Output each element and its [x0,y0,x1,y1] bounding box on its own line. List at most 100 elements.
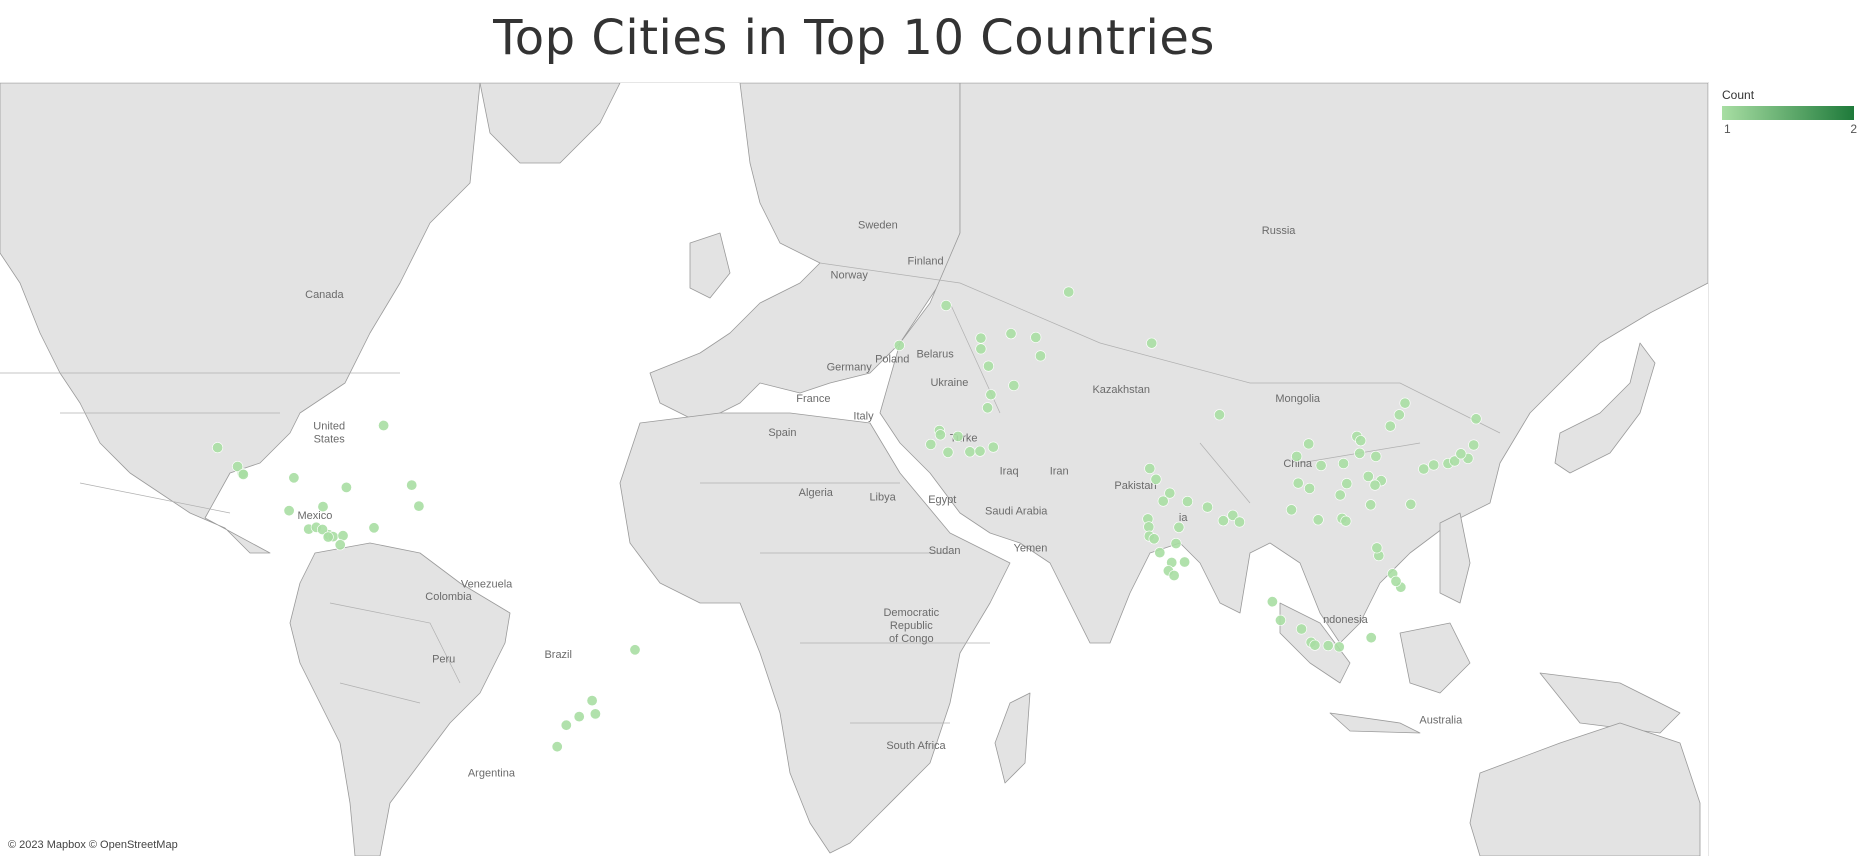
city-point[interactable] [1214,409,1226,421]
city-point[interactable] [1365,632,1377,644]
city-point[interactable] [1143,521,1155,533]
city-point[interactable] [629,644,641,656]
city-point[interactable] [322,531,334,543]
city-point[interactable] [1354,447,1366,459]
city-point[interactable] [1008,379,1020,391]
city-point[interactable] [1234,516,1246,528]
city-point[interactable] [1405,498,1417,510]
city-point[interactable] [1157,495,1169,507]
city-point[interactable] [317,501,329,513]
city-point[interactable] [1468,439,1480,451]
city-point[interactable] [1030,331,1042,343]
city-point[interactable] [1202,501,1214,513]
city-point[interactable] [1173,521,1185,533]
city-point[interactable] [1286,504,1298,516]
city-point[interactable] [368,522,380,534]
city-point[interactable] [1370,450,1382,462]
city-point[interactable] [1266,596,1278,608]
city-point[interactable] [940,300,952,312]
map-label-spain: Spain [768,427,796,439]
city-point[interactable] [288,472,300,484]
city-point[interactable] [1164,487,1176,499]
map-label-italy: Italy [853,410,874,422]
city-point[interactable] [1369,479,1381,491]
city-point[interactable] [340,481,352,493]
city-point[interactable] [1150,473,1162,485]
city-point[interactable] [1315,459,1327,471]
map-attribution[interactable]: © 2023 Mapbox © OpenStreetMap [8,839,178,851]
city-point[interactable] [1384,420,1396,432]
city-point[interactable] [1217,515,1229,527]
city-point[interactable] [985,389,997,401]
city-point[interactable] [1333,641,1345,653]
city-point[interactable] [1393,409,1405,421]
city-point[interactable] [1428,459,1440,471]
city-point[interactable] [1170,537,1182,549]
city-point[interactable] [987,441,999,453]
city-point[interactable] [1355,435,1367,447]
city-point[interactable] [1365,499,1377,511]
city-point[interactable] [1449,455,1461,467]
city-point[interactable] [586,695,598,707]
city-point[interactable] [982,402,994,414]
city-point[interactable] [925,438,937,450]
city-point[interactable] [1296,623,1308,635]
city-point[interactable] [1148,533,1160,545]
city-point[interactable] [551,741,563,753]
city-point[interactable] [1275,614,1287,626]
world-map[interactable]: Sweden Finland Norway Russia Canada Poland Bel… [0,83,1708,856]
city-point[interactable] [952,430,964,442]
city-point[interactable] [942,446,954,458]
city-point[interactable] [974,445,986,457]
city-point[interactable] [1371,542,1383,554]
city-point[interactable] [337,530,349,542]
city-point[interactable] [1312,514,1324,526]
city-point[interactable] [1154,547,1166,559]
city-point[interactable] [573,711,585,723]
city-point[interactable] [1470,413,1482,425]
city-point[interactable] [212,442,224,454]
city-point[interactable] [316,523,328,535]
city-point[interactable] [1334,489,1346,501]
city-point[interactable] [1455,448,1467,460]
city-point[interactable] [934,429,946,441]
city-point[interactable] [378,419,390,431]
city-point[interactable] [1144,462,1156,474]
city-point[interactable] [893,339,905,351]
city-point[interactable] [1418,463,1430,475]
city-point[interactable] [560,719,572,731]
city-point[interactable] [975,332,987,344]
city-point[interactable] [589,708,601,720]
city-point[interactable] [237,468,249,480]
city-point[interactable] [1399,397,1411,409]
city-point[interactable] [1182,495,1194,507]
city-point[interactable] [1362,470,1374,482]
city-point[interactable] [334,539,346,551]
city-point[interactable] [406,479,418,491]
city-point[interactable] [1340,515,1352,527]
city-point[interactable] [1168,569,1180,581]
city-point[interactable] [1179,556,1191,568]
city-point[interactable] [1035,350,1047,362]
city-point[interactable] [1063,286,1075,298]
city-point[interactable] [982,360,994,372]
city-point[interactable] [1322,640,1334,652]
city-point[interactable] [1005,328,1017,340]
city-point[interactable] [283,505,295,517]
map-label-canada: Canada [305,289,344,301]
city-point[interactable] [1292,477,1304,489]
city-point[interactable] [413,500,425,512]
city-point[interactable] [1146,337,1158,349]
city-point[interactable] [1291,450,1303,462]
city-point[interactable] [1309,639,1321,651]
city-point[interactable] [1227,509,1239,521]
city-point[interactable] [1390,575,1402,587]
city-point[interactable] [1341,478,1353,490]
city-point[interactable] [975,343,987,355]
city-point[interactable] [964,446,976,458]
city-point[interactable] [1303,438,1315,450]
city-point[interactable] [1304,482,1316,494]
city-point[interactable] [232,460,244,472]
city-point[interactable] [1338,457,1350,469]
map-view[interactable]: Sweden Finland Norway Russia Canada Poland Bel… [0,82,1709,856]
